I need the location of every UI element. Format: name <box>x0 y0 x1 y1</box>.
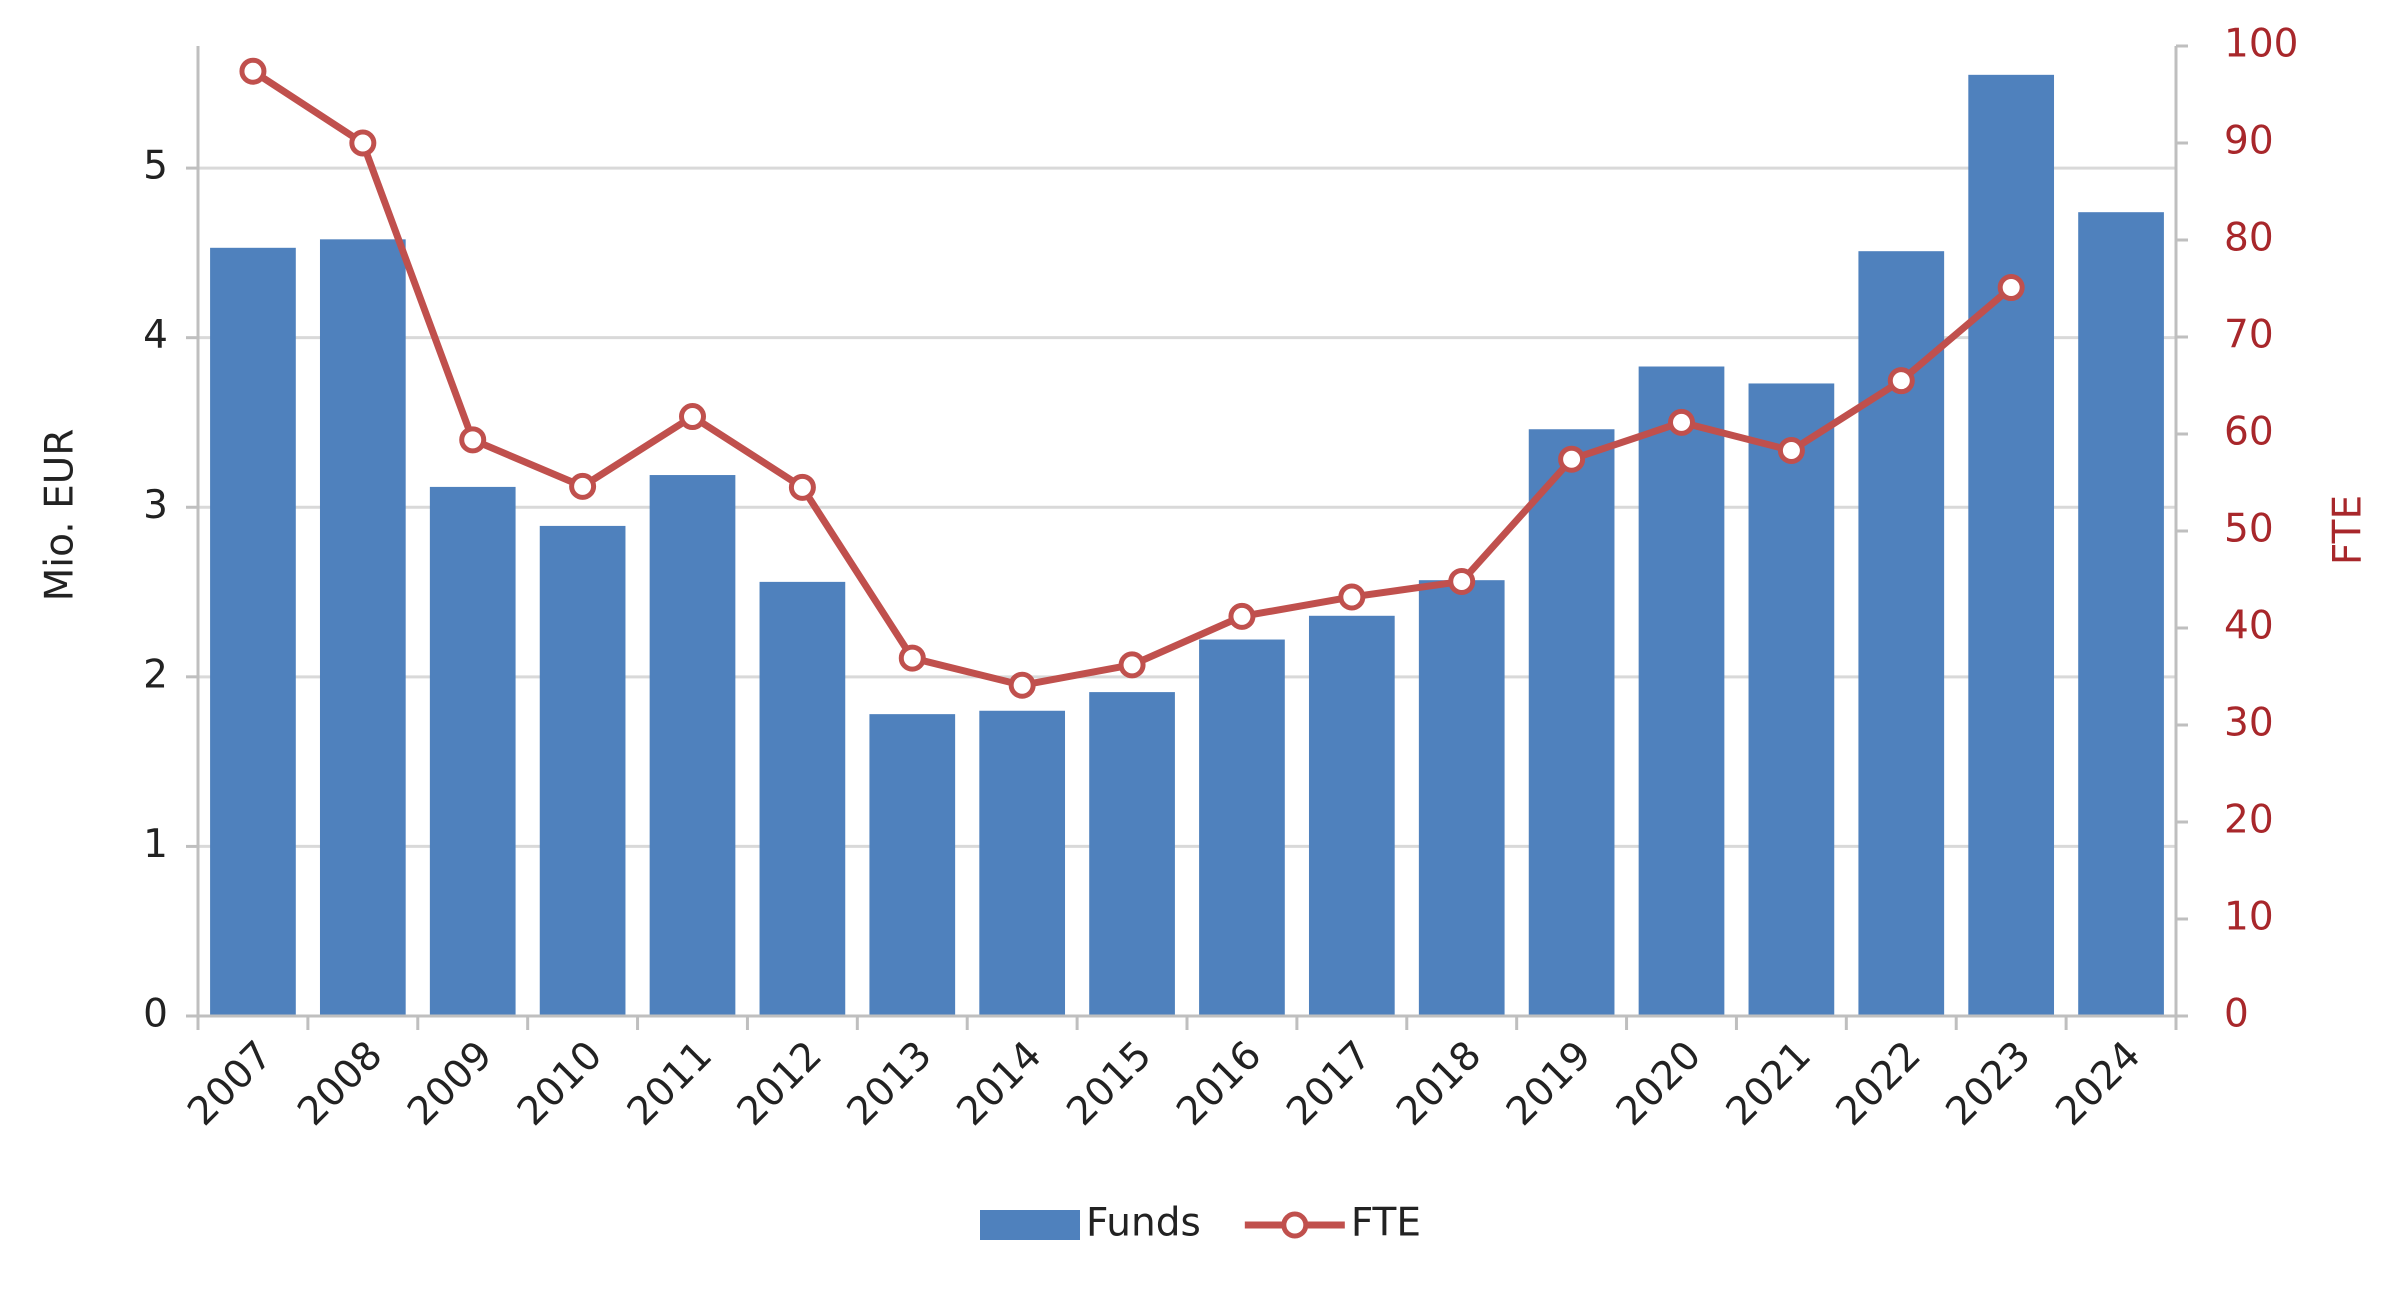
y2-tick-label: 80 <box>2224 216 2274 261</box>
x-tick-label: 2009 <box>399 1033 501 1135</box>
bar <box>1199 639 1285 1016</box>
bar <box>539 525 626 1016</box>
point <box>679 403 706 431</box>
x-tick-label: 2018 <box>1388 1033 1490 1135</box>
bar <box>1528 429 1615 1017</box>
y-tick-label: 5 <box>143 144 168 189</box>
y-tick-label: 2 <box>143 652 168 697</box>
bar <box>210 247 296 1016</box>
bar <box>979 710 1066 1016</box>
legend-swatch <box>1281 1211 1309 1239</box>
x-tick-label: 2016 <box>1168 1033 1270 1135</box>
point <box>1777 436 1805 464</box>
y2-tick-label: 50 <box>2224 507 2274 552</box>
legend-label: FTE <box>1351 1201 1421 1246</box>
y-axis-title: Mio. EUR <box>38 429 83 602</box>
point <box>569 472 597 500</box>
x-tick-label: 2013 <box>839 1033 941 1135</box>
bar <box>1748 383 1835 1016</box>
point <box>1558 445 1586 473</box>
bar <box>1418 580 1505 1016</box>
y2-tick-label: 0 <box>2224 992 2249 1037</box>
point <box>1118 651 1146 679</box>
point <box>1448 567 1476 595</box>
point <box>239 57 267 85</box>
point <box>1228 602 1256 630</box>
bar <box>1089 692 1175 1016</box>
y-tick-label: 3 <box>143 483 168 528</box>
point <box>349 129 377 157</box>
x-tick-label: 2014 <box>949 1033 1051 1135</box>
bar <box>649 475 736 1016</box>
bar <box>1858 251 1945 1016</box>
x-tick-label: 2017 <box>1278 1033 1380 1135</box>
y2-axis-title: FTE <box>2326 495 2371 565</box>
x-tick-label: 2024 <box>2048 1033 2150 1135</box>
line <box>251 68 2014 689</box>
y2-tick-label: 100 <box>2224 22 2298 67</box>
x-tick-label: 2020 <box>1608 1033 1710 1135</box>
x-tick-label: 2021 <box>1718 1033 1820 1135</box>
bar <box>2078 212 2164 1016</box>
point <box>1008 671 1036 699</box>
bar <box>869 714 956 1016</box>
point <box>459 426 487 454</box>
y2-tick-label: 60 <box>2224 410 2274 455</box>
x-tick-label: 2012 <box>729 1033 831 1135</box>
y2-tick-label: 40 <box>2224 604 2274 649</box>
bar <box>759 581 846 1016</box>
point <box>1997 274 2025 302</box>
x-tick-label: 2011 <box>619 1033 721 1135</box>
point <box>1668 408 1695 436</box>
bar <box>1308 615 1395 1016</box>
x-tick-label: 2007 <box>179 1033 281 1135</box>
y2-tick-label: 20 <box>2224 798 2274 843</box>
x-tick-label: 2022 <box>1828 1033 1930 1135</box>
bar <box>1968 74 2055 1016</box>
x-tick-label: 2008 <box>289 1033 391 1135</box>
y-tick-label: 1 <box>143 822 168 867</box>
y-tick-label: 0 <box>143 992 168 1037</box>
bar <box>429 486 516 1017</box>
y2-tick-label: 70 <box>2224 313 2274 358</box>
legend-label: Funds <box>1086 1201 1201 1246</box>
point <box>1887 367 1915 395</box>
y-tick-label: 4 <box>143 313 168 358</box>
point <box>788 473 816 501</box>
x-tick-label: 2010 <box>509 1033 611 1135</box>
y2-tick-label: 10 <box>2224 895 2274 940</box>
point <box>898 644 926 672</box>
legend-swatch <box>980 1210 1080 1240</box>
bar <box>1638 366 1725 1017</box>
x-tick-label: 2023 <box>1938 1033 2040 1135</box>
bar <box>319 239 406 1017</box>
y2-tick-label: 30 <box>2224 701 2274 746</box>
x-tick-label: 2019 <box>1498 1033 1600 1135</box>
point <box>1338 583 1366 611</box>
y2-tick-label: 90 <box>2224 119 2274 164</box>
x-tick-label: 2015 <box>1059 1033 1161 1135</box>
